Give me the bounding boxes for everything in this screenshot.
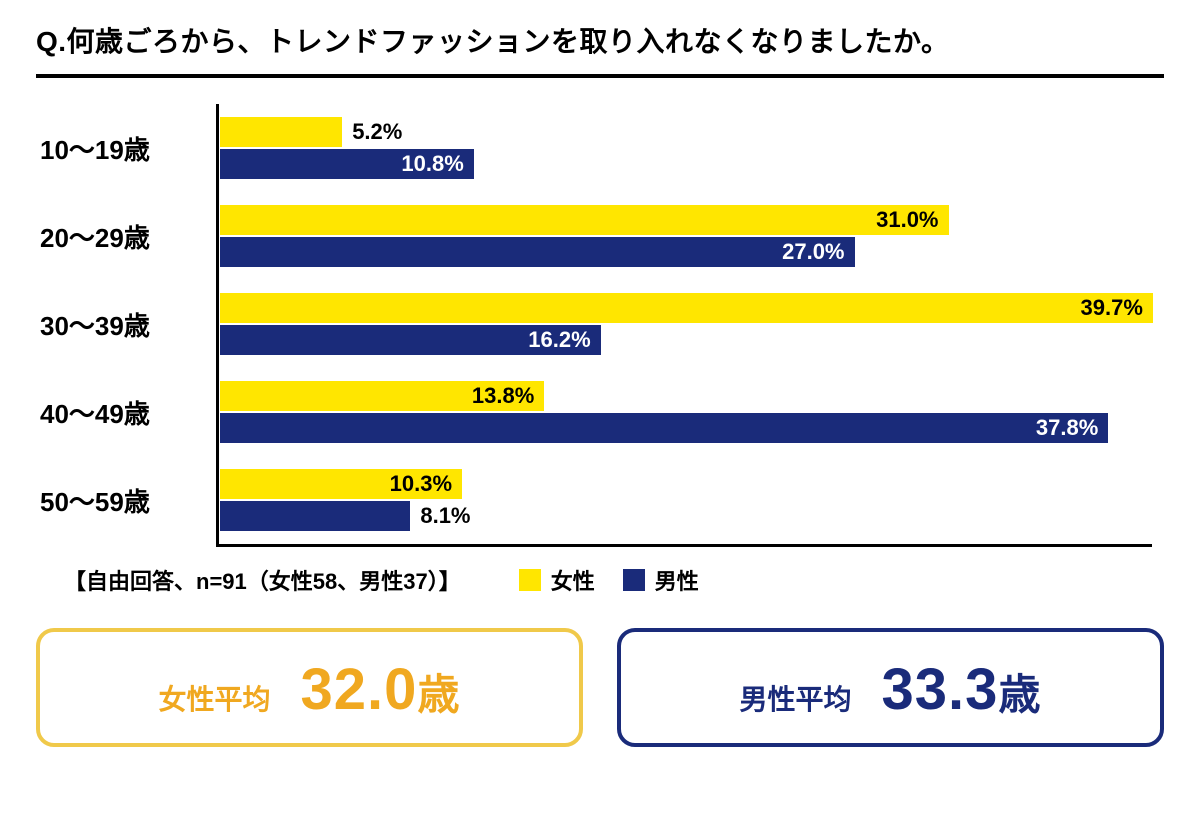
- legend-swatch-female: [519, 569, 541, 591]
- bar-value-label: 10.3%: [390, 471, 452, 497]
- bar-pair: 13.8% 37.8%: [220, 381, 1108, 443]
- legend-item-female: 女性: [519, 564, 595, 596]
- legend-item-male: 男性: [623, 564, 699, 596]
- chart-row: 50～59歳 10.3% 8.1%: [36, 456, 1164, 544]
- avg-box-male: 男性平均 33.3歳: [617, 628, 1164, 747]
- bar-value-label: 5.2%: [352, 119, 402, 145]
- bar-female: 10.3%: [220, 469, 462, 499]
- bars-wrap: 31.0% 27.0%: [220, 192, 1164, 280]
- x-axis-line: [216, 544, 1152, 547]
- bar-male: 8.1%: [220, 501, 410, 531]
- chart-row: 40～49歳 13.8% 37.8%: [36, 368, 1164, 456]
- category-label: 40～49歳: [36, 394, 220, 431]
- bar-male: 37.8%: [220, 413, 1108, 443]
- avg-unit-female: 歳: [417, 671, 460, 718]
- sample-note: 【自由回答、n=91（女性58、男性37）】: [64, 564, 461, 596]
- avg-box-female: 女性平均 32.0歳: [36, 628, 583, 747]
- bars-wrap: 13.8% 37.8%: [220, 368, 1164, 456]
- bar-male: 27.0%: [220, 237, 855, 267]
- avg-label-male: 男性平均: [740, 678, 852, 718]
- chart-row: 30～39歳 39.7% 16.2%: [36, 280, 1164, 368]
- legend-label-male: 男性: [655, 564, 699, 596]
- bar-male: 10.8%: [220, 149, 474, 179]
- avg-value-female: 32.0歳: [301, 656, 461, 723]
- bar-value-label: 10.8%: [401, 151, 463, 177]
- bar-value-label: 31.0%: [876, 207, 938, 233]
- y-axis-line: [216, 104, 219, 547]
- chart-row: 20～29歳 31.0% 27.0%: [36, 192, 1164, 280]
- legend-swatch-male: [623, 569, 645, 591]
- bar-pair: 10.3% 8.1%: [220, 469, 462, 531]
- legend-label-female: 女性: [551, 564, 595, 596]
- bars-wrap: 39.7% 16.2%: [220, 280, 1164, 368]
- bar-male: 16.2%: [220, 325, 601, 355]
- category-label: 10～19歳: [36, 130, 220, 167]
- chart-row: 10～19歳5.2%10.8%: [36, 104, 1164, 192]
- title-rule: [36, 74, 1164, 78]
- bars-wrap: 10.3% 8.1%: [220, 456, 1164, 544]
- bar-female: 39.7%: [220, 293, 1153, 323]
- bar-value-label: 16.2%: [528, 327, 590, 353]
- bar-pair: 31.0% 27.0%: [220, 205, 949, 267]
- category-label: 30～39歳: [36, 306, 220, 343]
- category-label: 20～29歳: [36, 218, 220, 255]
- category-label: 50～59歳: [36, 482, 220, 519]
- bar-female: 13.8%: [220, 381, 544, 411]
- bar-pair: 5.2% 10.8%: [220, 117, 474, 179]
- avg-number-male: 33.3: [882, 657, 999, 722]
- bar-chart: 10～19歳5.2%10.8%20～29歳31.0%27.0%30～39歳39.…: [36, 104, 1164, 544]
- bar-pair: 39.7% 16.2%: [220, 293, 1153, 355]
- bar-value-label: 13.8%: [472, 383, 534, 409]
- question-title: Q.何歳ごろから、トレンドファッションを取り入れなくなりましたか。: [36, 20, 1164, 74]
- legend-row: 【自由回答、n=91（女性58、男性37）】 女性 男性: [36, 564, 1164, 596]
- bar-value-label: 27.0%: [782, 239, 844, 265]
- bar-female: 31.0%: [220, 205, 949, 235]
- bar-female: 5.2%: [220, 117, 342, 147]
- bar-value-label: 8.1%: [420, 503, 470, 529]
- averages-row: 女性平均 32.0歳 男性平均 33.3歳: [36, 628, 1164, 747]
- bars-wrap: 5.2% 10.8%: [220, 104, 1164, 192]
- bar-value-label: 39.7%: [1081, 295, 1143, 321]
- legend: 女性 男性: [519, 564, 699, 596]
- bar-value-label: 37.8%: [1036, 415, 1098, 441]
- page-root: Q.何歳ごろから、トレンドファッションを取り入れなくなりましたか。 10～19歳…: [0, 0, 1200, 813]
- avg-unit-male: 歳: [998, 671, 1041, 718]
- avg-number-female: 32.0: [301, 657, 418, 722]
- avg-label-female: 女性平均: [159, 678, 271, 718]
- avg-value-male: 33.3歳: [882, 656, 1042, 723]
